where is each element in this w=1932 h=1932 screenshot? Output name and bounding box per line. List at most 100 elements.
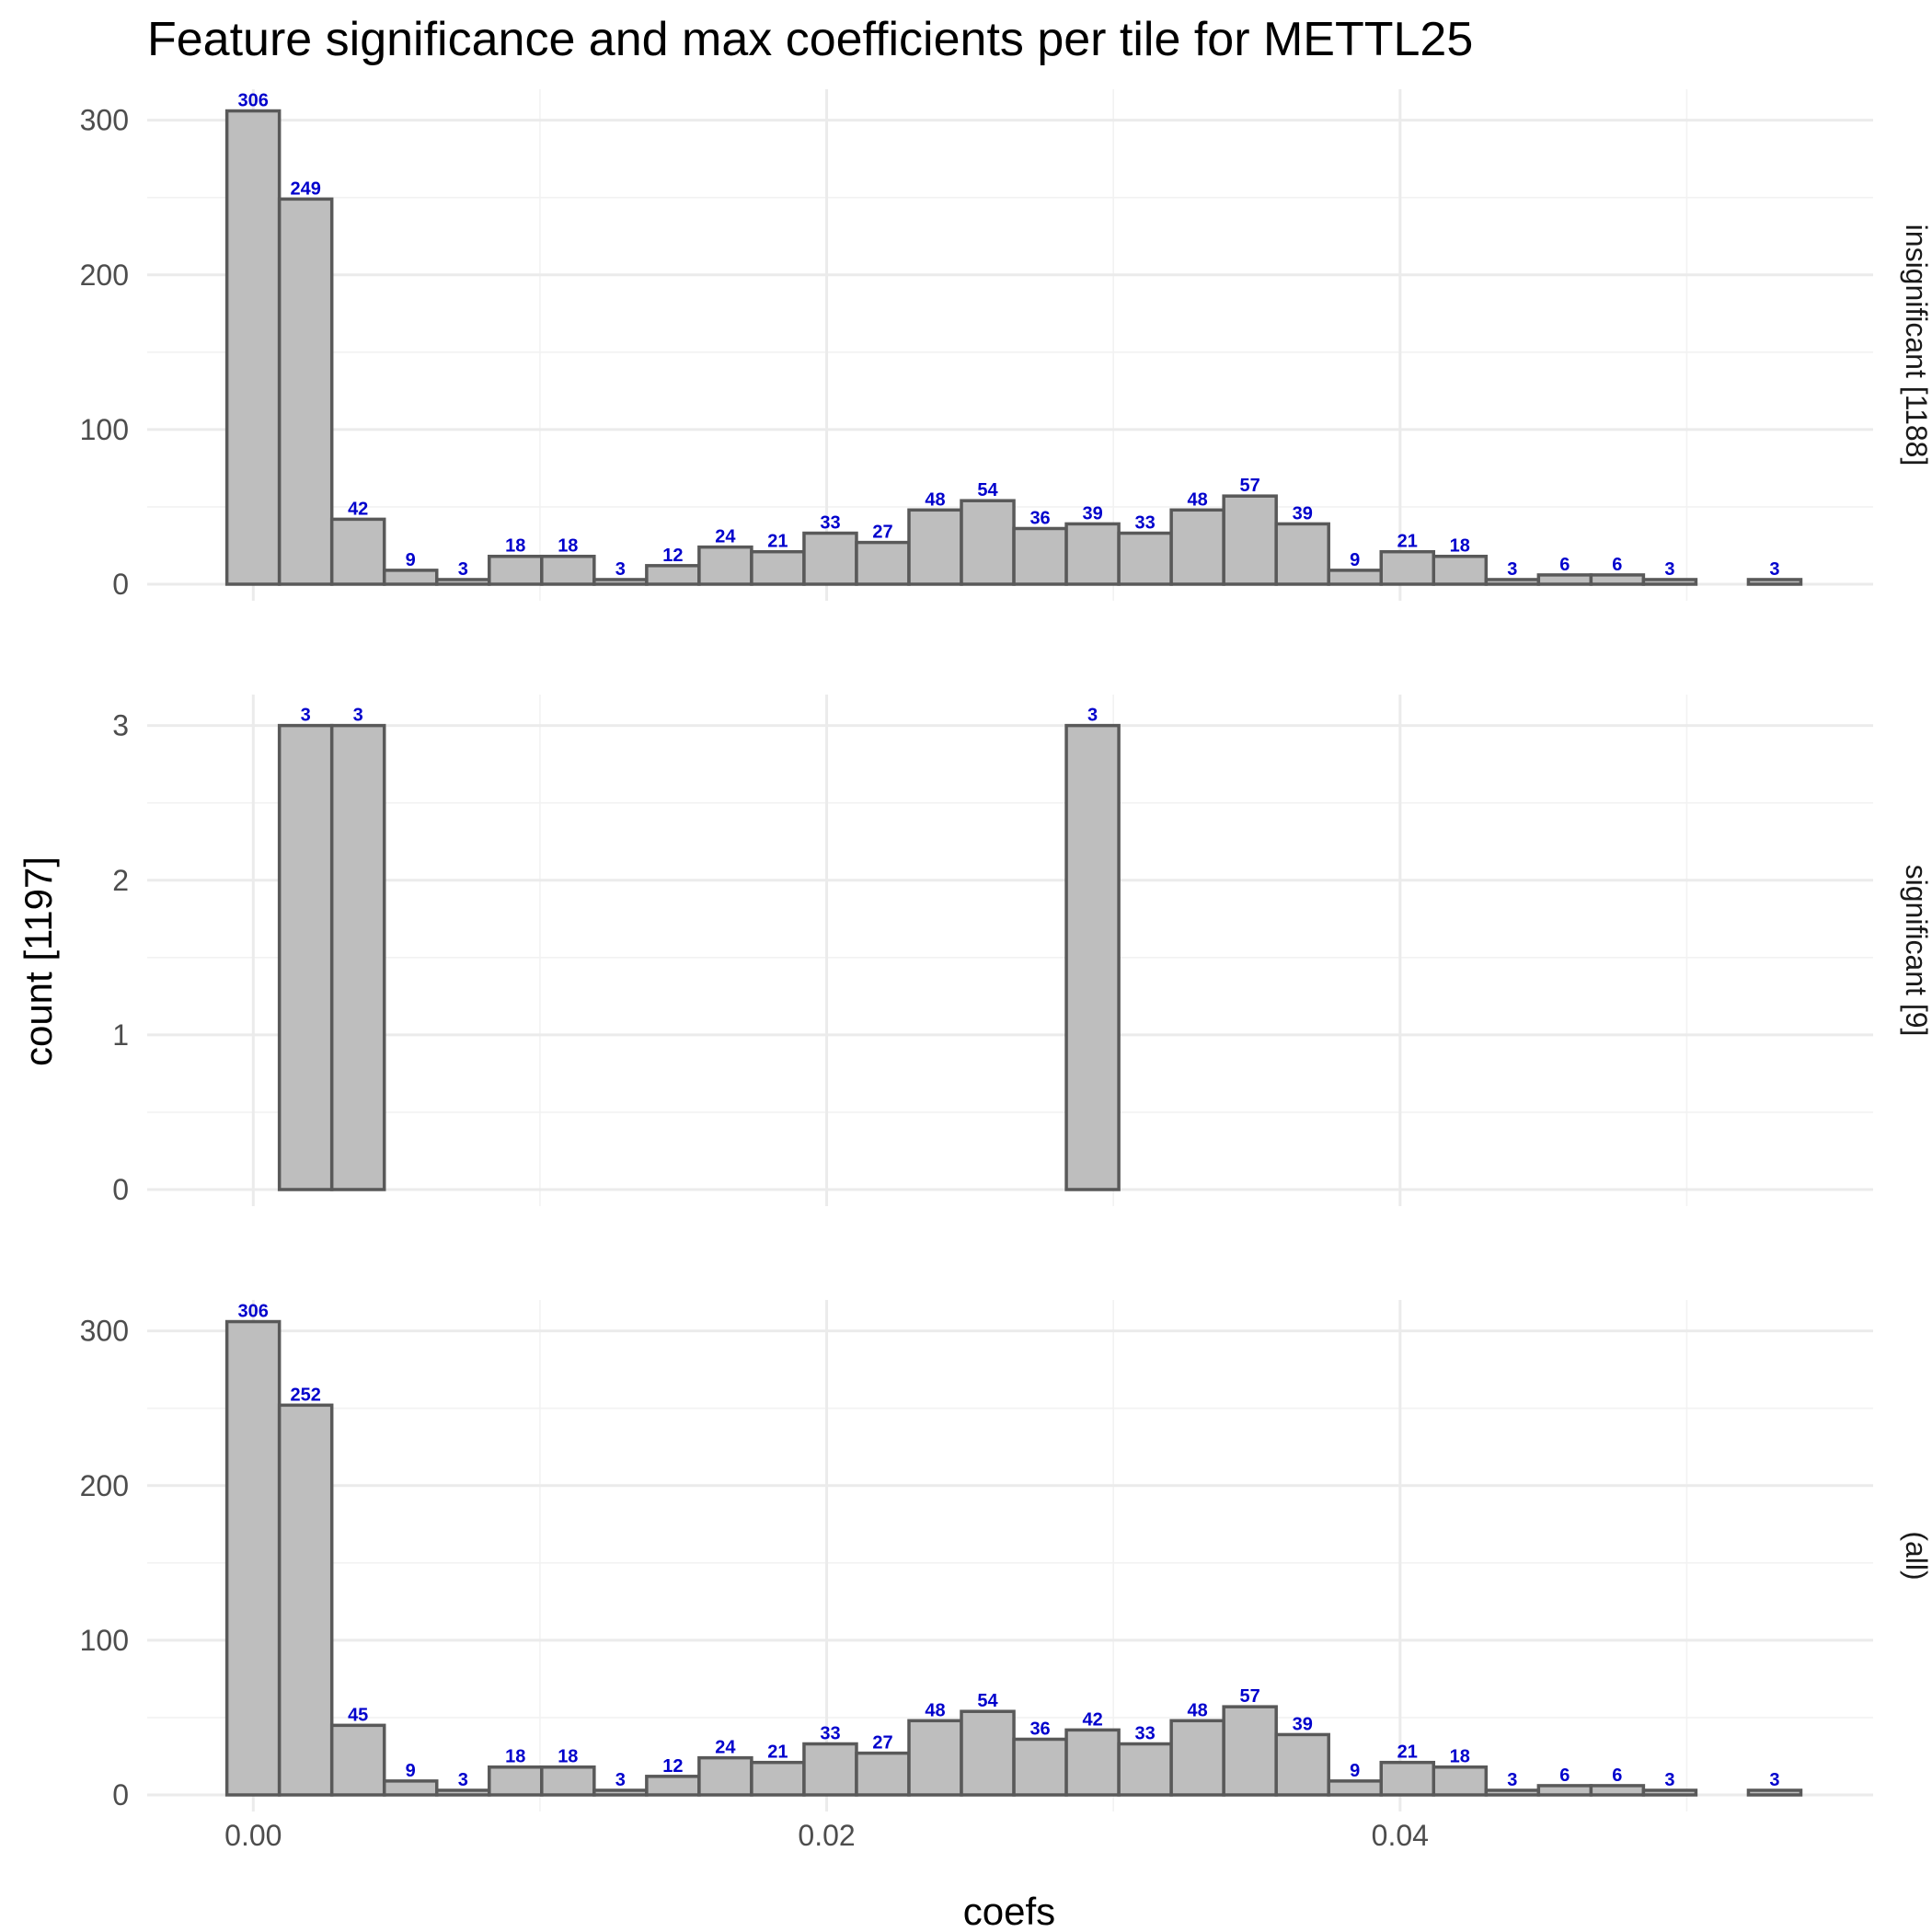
bar-data-label: 18	[1450, 536, 1470, 557]
histogram-bar	[329, 517, 386, 586]
histogram-bar	[855, 1751, 911, 1797]
bar-data-label: 3	[458, 1770, 468, 1790]
bar-data-label: 27	[872, 523, 892, 543]
histogram-bar	[329, 1723, 386, 1797]
data-labels: 3 3 3	[301, 706, 1098, 726]
bar-data-label: 24	[715, 527, 736, 547]
histogram-bar	[750, 549, 806, 586]
bar-data-label: 18	[558, 1747, 578, 1767]
histogram-bar	[1641, 1788, 1698, 1797]
bar-data-label: 24	[715, 1738, 736, 1758]
bar-data-label: 48	[925, 489, 945, 510]
bar-data-label: 42	[1082, 1709, 1102, 1730]
bar-data-label: 48	[1188, 1700, 1208, 1720]
bar-data-label: 36	[1029, 508, 1050, 528]
y-tick-label: 3	[112, 709, 129, 742]
bar-data-label: 3	[458, 559, 468, 580]
histogram-bar	[802, 1742, 858, 1797]
y-tick-label: 200	[80, 1469, 129, 1502]
bar-data-label: 12	[662, 1756, 683, 1777]
histogram-bar	[434, 578, 491, 586]
histogram-bar	[1064, 1728, 1121, 1797]
bar-data-label: 33	[1134, 1724, 1155, 1744]
y-tick-label: 1	[112, 1018, 129, 1052]
bar-data-label: 18	[505, 536, 525, 557]
histogram-bar	[382, 569, 439, 586]
facet-strip-label: significant [9]	[1900, 865, 1932, 1037]
bar-data-label: 3	[1664, 559, 1674, 580]
y-tick-label: 300	[80, 104, 129, 137]
histogram-bar	[960, 1709, 1016, 1797]
histogram-bar	[1641, 578, 1698, 586]
gridlines	[147, 695, 1873, 1206]
histogram-bar	[1117, 1742, 1173, 1797]
bar-data-label: 33	[1134, 513, 1155, 534]
histogram-bar	[488, 1765, 544, 1797]
histogram-bar	[592, 1788, 649, 1797]
histogram-bar	[1064, 522, 1121, 586]
histogram-bar	[277, 723, 334, 1191]
bar-data-label: 33	[820, 513, 840, 534]
histogram-bar	[697, 545, 753, 586]
x-axis: 0.00 0.02 0.04	[224, 1819, 1429, 1852]
bars	[224, 1319, 1803, 1797]
bar-data-label: 21	[1397, 1742, 1418, 1763]
chart-title: Feature significance and max coefficient…	[147, 13, 1473, 66]
histogram-bar	[1432, 1765, 1489, 1797]
y-tick-label: 0	[112, 568, 129, 601]
bar-data-label: 252	[290, 1385, 320, 1405]
histogram-bar	[1432, 554, 1489, 586]
histogram-bar	[1169, 508, 1225, 586]
bar-data-label: 3	[1507, 1770, 1517, 1790]
histogram-bar	[277, 197, 334, 586]
facet-strip-label: (all)	[1900, 1531, 1932, 1580]
bar-data-label: 3	[615, 1770, 626, 1790]
bar-data-label: 33	[820, 1724, 840, 1744]
bar-data-label: 6	[1612, 1765, 1622, 1786]
histogram-bar	[382, 1779, 439, 1797]
bar-data-label: 3	[615, 559, 626, 580]
y-tick-label: 200	[80, 259, 129, 292]
histogram-bar	[1012, 1737, 1068, 1797]
histogram-bar	[960, 499, 1016, 586]
bar-data-label: 3	[1507, 559, 1517, 580]
bar-data-label: 18	[505, 1747, 525, 1767]
histogram-bar	[907, 508, 963, 586]
y-tick-label: 300	[80, 1315, 129, 1348]
histogram-bar	[1484, 1788, 1541, 1797]
bar-data-label: 21	[767, 1742, 788, 1763]
histogram-bar	[434, 1788, 491, 1797]
histogram-bar	[697, 1755, 753, 1797]
histogram-bar	[1012, 526, 1068, 586]
histogram-bar	[1169, 1719, 1225, 1797]
histogram-bar	[1484, 578, 1541, 586]
histogram-bar	[1222, 494, 1278, 586]
bar-data-label: 54	[977, 1691, 998, 1711]
bar-data-label: 54	[977, 480, 998, 500]
bar-data-label: 36	[1029, 1719, 1050, 1739]
bar-data-label: 306	[237, 1302, 268, 1322]
bar-data-label: 39	[1293, 1714, 1313, 1734]
facet-strip-label: insignificant [1188]	[1900, 224, 1932, 466]
bar-data-label: 18	[558, 536, 578, 557]
histogram-bar	[645, 1775, 701, 1797]
facet-panel: 0 1 2 3 3 3 3 significant [9]	[112, 695, 1932, 1206]
histogram-bar	[1589, 1784, 1646, 1797]
histogram-bar	[1379, 1760, 1436, 1797]
bar-data-label: 21	[767, 532, 788, 552]
y-tick-label: 100	[80, 1624, 129, 1657]
histogram-bar	[224, 109, 282, 586]
bar-data-label: 3	[353, 706, 363, 726]
histogram-bar	[329, 723, 386, 1191]
bar-data-label: 9	[406, 550, 416, 570]
bar-data-label: 3	[1664, 1770, 1674, 1790]
bar-data-label: 9	[1350, 1761, 1360, 1781]
histogram-bar	[1222, 1705, 1278, 1797]
histogram-bar	[488, 554, 544, 586]
bar-data-label: 57	[1240, 1686, 1260, 1707]
